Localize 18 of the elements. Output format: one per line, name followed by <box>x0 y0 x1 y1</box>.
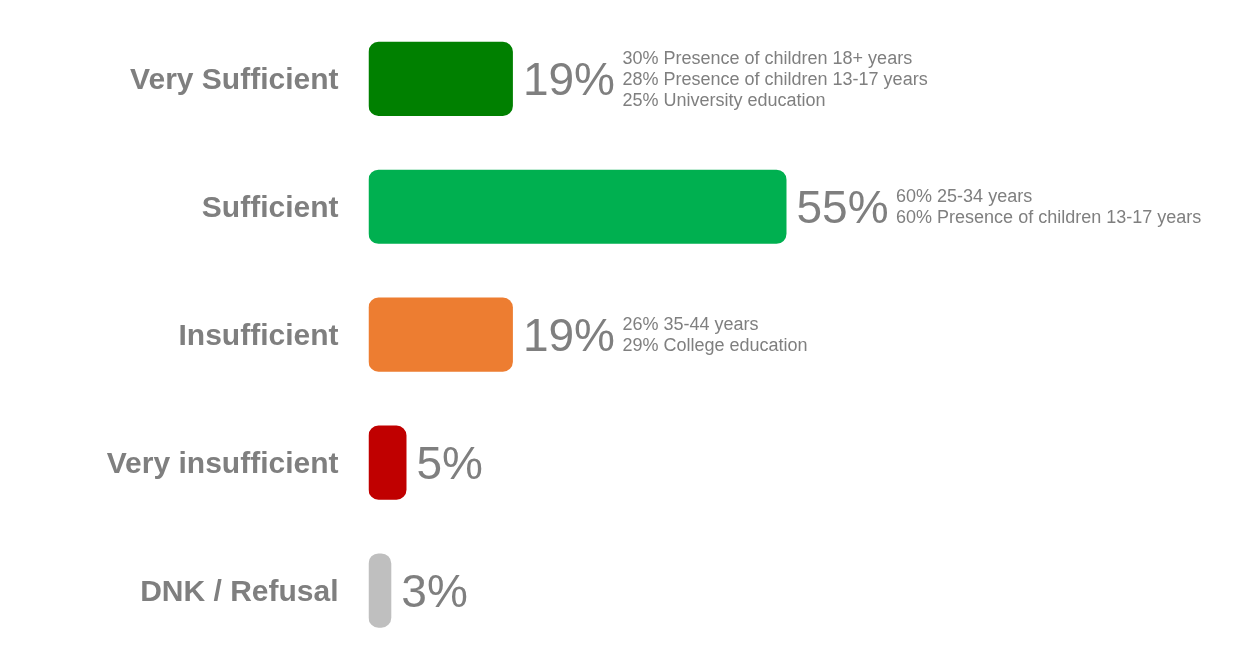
bar <box>368 425 407 500</box>
bar <box>368 553 392 628</box>
y-tick-label: Very Sufficient <box>130 62 339 96</box>
bar <box>368 41 513 116</box>
bar <box>368 169 787 244</box>
data-label: 3% <box>401 564 468 617</box>
y-tick-label: Sufficient <box>201 190 339 224</box>
y-tick-label: DNK / Refusal <box>140 574 339 608</box>
y-tick-label: Very insufficient <box>106 446 339 480</box>
text: 60% 25-34 years 60% Presence of children 13-17 years <box>896 186 1202 228</box>
data-label: 5% <box>416 436 483 489</box>
bar <box>368 297 513 372</box>
data-label: 19% <box>522 52 615 105</box>
y-tick-label: Insufficient <box>178 318 339 352</box>
data-label: 55% <box>796 180 889 233</box>
data-label: 19% <box>522 308 615 361</box>
annotation: 26% 35-44 years 29% College education <box>622 314 808 356</box>
annotation: 30% Presence of children 18+ years 28% Presence of children 13-17 years 25% University education <box>622 47 928 110</box>
